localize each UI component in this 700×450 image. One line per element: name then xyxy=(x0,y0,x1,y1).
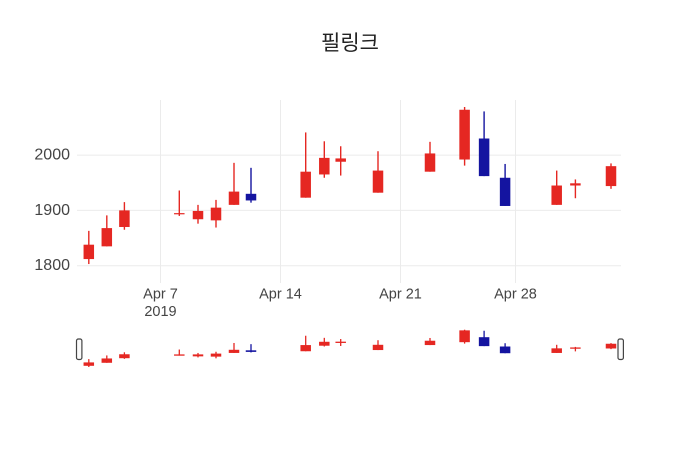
svg-text:Apr 14: Apr 14 xyxy=(259,287,302,303)
svg-text:2000: 2000 xyxy=(34,147,70,164)
svg-text:1900: 1900 xyxy=(34,202,70,219)
svg-text:Apr 7: Apr 7 xyxy=(143,287,178,303)
svg-text:2019: 2019 xyxy=(144,304,176,320)
svg-text:Apr 28: Apr 28 xyxy=(494,287,537,303)
svg-text:1800: 1800 xyxy=(34,257,70,274)
svg-text:Apr 21: Apr 21 xyxy=(379,287,422,303)
